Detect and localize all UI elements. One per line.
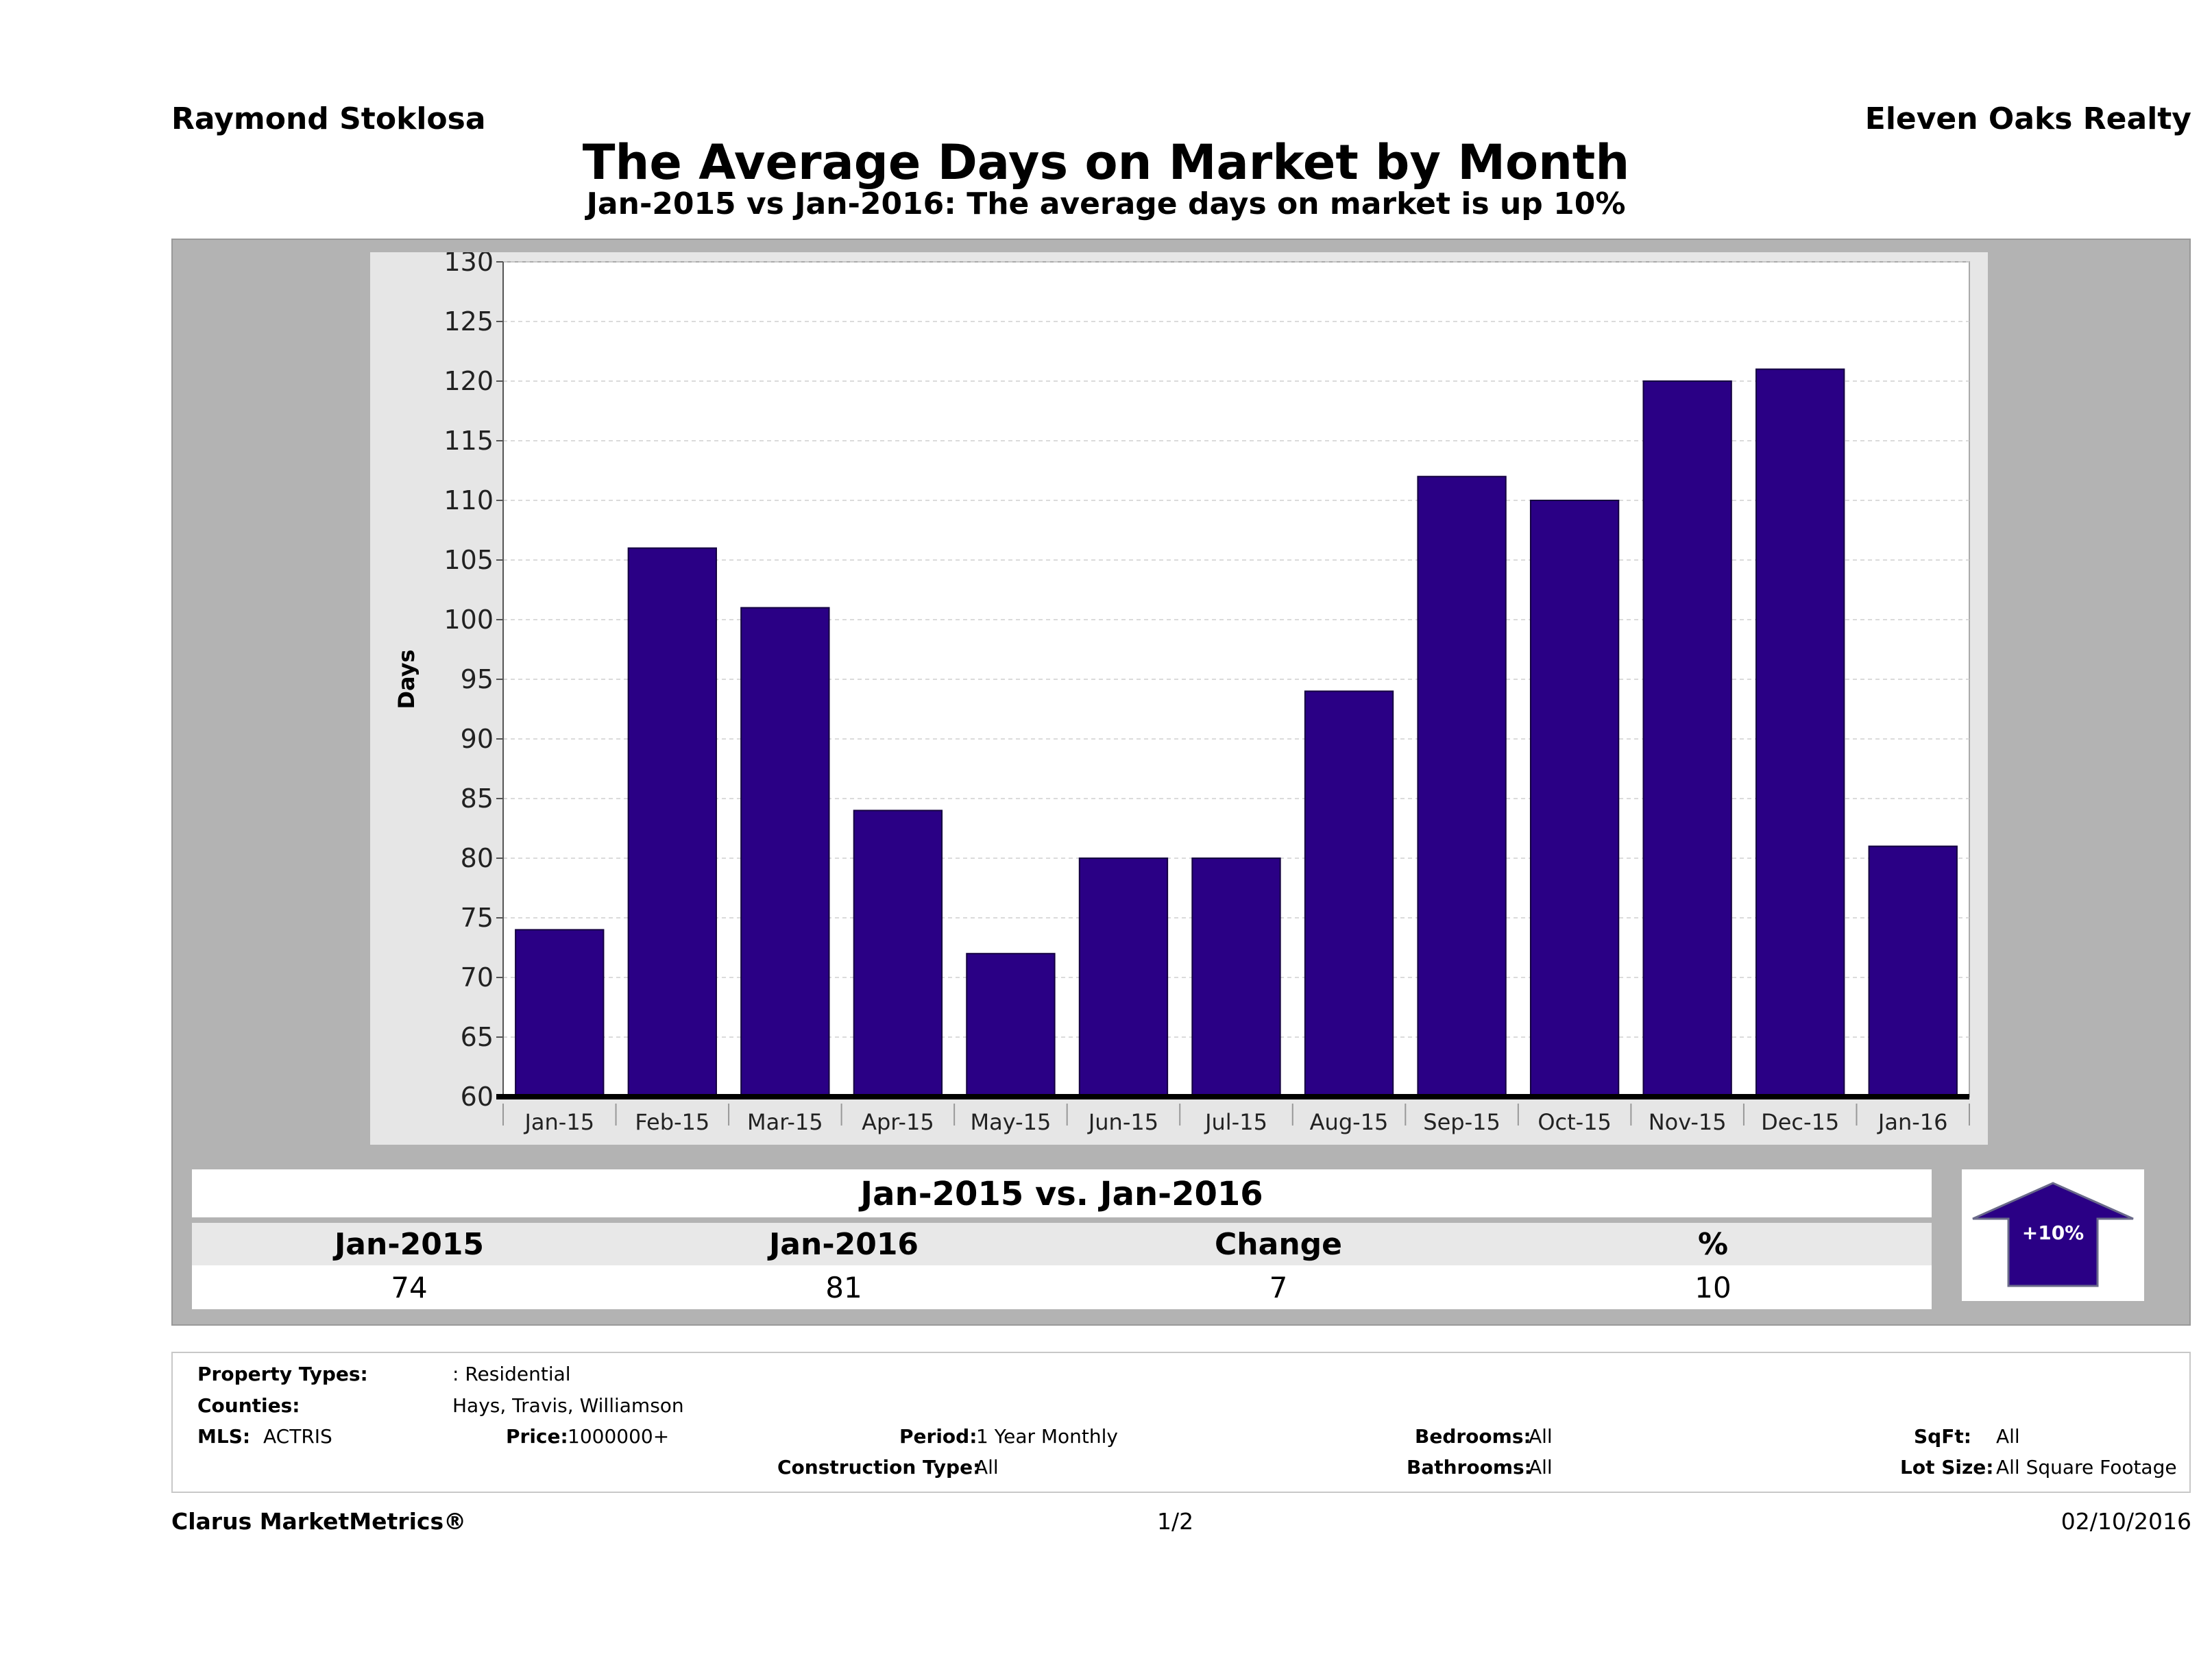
bathrooms-value: All	[1529, 1456, 1553, 1479]
summary-header-percent: %	[1697, 1227, 1729, 1262]
lot-size-label: Lot Size:	[1900, 1456, 1994, 1479]
x-tick-label: Nov-15	[1649, 1109, 1727, 1135]
x-tick-label: Jan-16	[1877, 1109, 1948, 1135]
y-tick-label: 80	[461, 843, 494, 873]
up-arrow-icon: +10%	[1972, 1182, 2134, 1287]
summary-header-jan2016: Jan-2016	[768, 1227, 919, 1262]
x-tick-label: Aug-15	[1310, 1109, 1389, 1135]
y-tick-label: 75	[461, 903, 494, 933]
bedrooms-value: All	[1529, 1425, 1553, 1448]
bar-oct-15	[1529, 500, 1620, 1097]
bar-feb-15	[627, 547, 717, 1098]
summary-header-jan2015: Jan-2015	[334, 1227, 485, 1262]
change-badge: +10%	[1962, 1169, 2144, 1301]
x-tick-label: Mar-15	[747, 1109, 823, 1135]
bar-may-15	[966, 953, 1056, 1098]
period-label: Period:	[899, 1425, 977, 1448]
construction-type-value: All	[975, 1456, 999, 1479]
x-tick-label: Sep-15	[1423, 1109, 1500, 1135]
bar-jan-16	[1868, 845, 1958, 1097]
bar-jul-15	[1191, 858, 1281, 1097]
footer-date: 02/10/2016	[2061, 1508, 2191, 1535]
y-tick-label: 125	[443, 306, 494, 337]
bar-aug-15	[1304, 690, 1394, 1097]
mls-label: MLS:	[197, 1425, 251, 1448]
construction-type-label: Construction Type:	[777, 1456, 981, 1479]
company-name: Eleven Oaks Realty	[1864, 101, 2191, 136]
sqft-label: SqFt:	[1914, 1425, 1971, 1448]
bedrooms-label: Bedrooms:	[1415, 1425, 1531, 1448]
y-tick-label: 70	[461, 962, 494, 993]
property-types-label: Property Types:	[197, 1363, 368, 1385]
chart-subtitle: Jan-2015 vs Jan-2016: The average days o…	[586, 186, 1626, 221]
bar-jan-15	[515, 929, 605, 1098]
bar-chart: 60 65 70 75 80 85 90 95 100 105 110 115 120 125 130 Day…	[393, 252, 1970, 1135]
price-label: Price:	[506, 1425, 568, 1448]
summary-value-change: 7	[1269, 1271, 1288, 1304]
y-tick-label: 90	[461, 724, 494, 754]
price-value: 1000000+	[568, 1425, 670, 1448]
x-tick-label: Apr-15	[862, 1109, 934, 1135]
property-types-value: : Residential	[452, 1363, 571, 1385]
x-tick-label: Jul-15	[1204, 1109, 1267, 1135]
mls-value: ACTRIS	[263, 1425, 332, 1448]
summary-value-jan2016: 81	[825, 1271, 862, 1304]
y-tick-label: 85	[461, 783, 494, 814]
bar-sep-15	[1417, 476, 1507, 1097]
y-tick-label: 130	[443, 252, 494, 277]
chart-title: The Average Days on Market by Month	[582, 134, 1630, 191]
x-tick-label: May-15	[970, 1109, 1051, 1135]
period-value: 1 Year Monthly	[976, 1425, 1119, 1448]
filter-panel: Property Types: : Residential Counties: …	[171, 1352, 2191, 1493]
summary-value-jan2015: 74	[391, 1271, 428, 1304]
bar-apr-15	[853, 810, 943, 1098]
bar-mar-15	[740, 607, 830, 1097]
summary-header-change: Change	[1215, 1227, 1342, 1262]
bar-jun-15	[1078, 858, 1169, 1097]
summary-header-row: Jan-2015 Jan-2016 Change %	[192, 1223, 1932, 1265]
agent-name: Raymond Stoklosa	[171, 101, 486, 136]
counties-label: Counties:	[197, 1394, 300, 1417]
bathrooms-label: Bathrooms:	[1407, 1456, 1532, 1479]
lot-size-value: All Square Footage	[1996, 1456, 2177, 1479]
badge-label: +10%	[2022, 1221, 2084, 1244]
y-tick-label: 120	[443, 366, 494, 396]
y-tick-label: 60	[461, 1082, 494, 1112]
summary-value-row: 74 81 7 10	[192, 1265, 1932, 1309]
x-tick-label: Feb-15	[635, 1109, 709, 1135]
sqft-value: All	[1996, 1425, 2020, 1448]
x-tick-label: Jun-15	[1087, 1109, 1158, 1135]
chart-panel: 60 65 70 75 80 85 90 95 100 105 110 115 120 125 130 Day…	[370, 252, 1988, 1145]
y-axis-label: Days	[393, 649, 420, 709]
x-tick-label: Oct-15	[1538, 1109, 1612, 1135]
y-tick-label: 105	[443, 545, 494, 575]
y-tick-label: 100	[443, 605, 494, 635]
y-tick-label: 115	[443, 426, 494, 456]
y-tick-label: 110	[443, 485, 494, 515]
summary-value-percent: 10	[1694, 1271, 1731, 1304]
footer-brand: Clarus MarketMetrics®	[171, 1508, 467, 1535]
counties-value: Hays, Travis, Williamson	[452, 1394, 684, 1417]
x-tick-label: Jan-15	[523, 1109, 594, 1135]
bar-dec-15	[1755, 368, 1845, 1098]
bar-nov-15	[1642, 380, 1732, 1097]
footer-page: 1/2	[1157, 1508, 1194, 1535]
y-tick-label: 65	[461, 1022, 494, 1052]
x-tick-label: Dec-15	[1761, 1109, 1839, 1135]
y-tick-label: 95	[461, 664, 494, 694]
summary-title: Jan-2015 vs. Jan-2016	[192, 1169, 1932, 1217]
